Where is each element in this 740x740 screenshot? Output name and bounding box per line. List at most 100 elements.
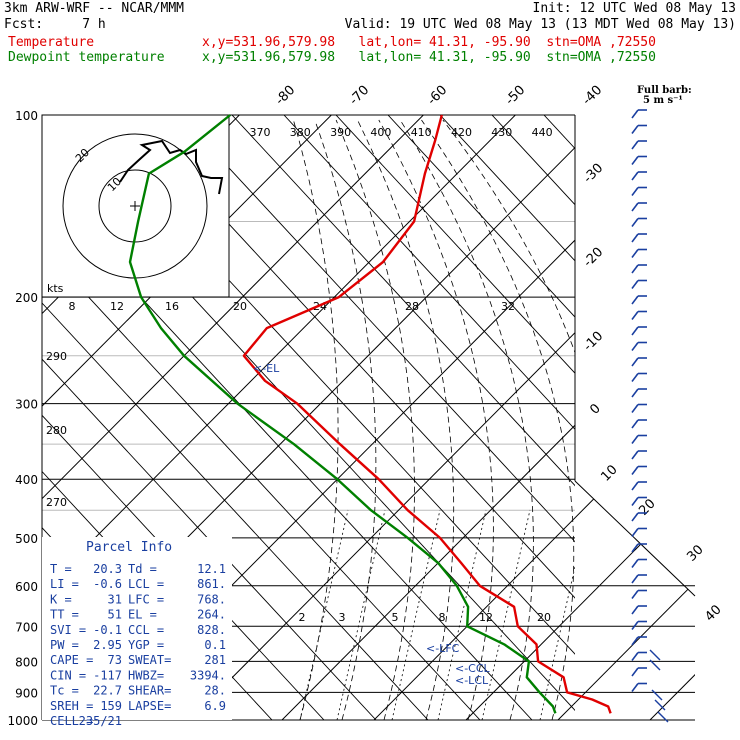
- theta-side-label: 280: [46, 424, 67, 437]
- dry-adiabat: [648, 115, 740, 720]
- parcel-info-cell: Tc =: [50, 684, 79, 698]
- mixing-ratio-labels: 2 3 5 8 12 20: [299, 611, 552, 624]
- pressure-label: 100: [15, 109, 38, 123]
- barb-legend-value: 5 m s⁻¹: [643, 95, 683, 106]
- wind-barb: [631, 636, 639, 646]
- isotherm-line: [557, 702, 575, 720]
- parcel-info-cell: 6.9: [204, 699, 226, 713]
- isotherm-label: 30: [684, 542, 706, 564]
- isotherm-label: 20: [636, 496, 658, 518]
- isotherm-label: -50: [503, 83, 529, 109]
- mixing-ratio-label: 3: [339, 611, 346, 624]
- wind-barb: [649, 659, 661, 671]
- parcel-info-cell: 2.95: [93, 638, 122, 652]
- wind-barb: [631, 326, 639, 336]
- isotherm-label: 10: [598, 462, 620, 484]
- theta-e-label: 370: [250, 126, 271, 139]
- theta-e-label: 440: [532, 126, 553, 139]
- valid-time: Valid: 19 UTC Wed 08 May 13 (13 MDT Wed …: [344, 17, 736, 32]
- isotherm-label: -80: [273, 83, 299, 109]
- moist-adiabat: [357, 119, 455, 720]
- parcel-info-cell: -117: [93, 668, 122, 682]
- parcel-info-cell: 0.1: [204, 638, 226, 652]
- wind-barb: [631, 528, 639, 537]
- parcel-info-cell: 20.3: [93, 562, 122, 576]
- pressure-label: 200: [15, 291, 38, 305]
- wind-barb: [631, 543, 639, 553]
- isotherm-line: [189, 331, 575, 720]
- temperature-label: Temperature: [8, 35, 95, 50]
- wind-barb: [631, 109, 639, 119]
- dry-adiabat: [439, 115, 575, 262]
- wind-scale-labels: 8 12 16 20 24 28 32: [69, 300, 516, 313]
- wind-scale-label: 12: [110, 300, 124, 313]
- parcel-info-cell: SREH =: [50, 699, 93, 713]
- isotherm-label: -70: [347, 83, 373, 109]
- theta-side-label: 290: [46, 350, 67, 363]
- dry-adiabat: [179, 115, 575, 543]
- wind-barb: [631, 373, 639, 382]
- wind-scale-label: 8: [69, 300, 76, 313]
- dry-adiabat: [335, 115, 575, 374]
- theta-side-labels: 290 280 270: [46, 350, 67, 509]
- wind-barb: [631, 512, 639, 522]
- wind-barb: [631, 481, 639, 491]
- wind-barb: [631, 187, 639, 196]
- dry-adiabat: [231, 115, 575, 487]
- el-marker: <-EL: [253, 362, 280, 375]
- mixing-ratio-label: 20: [537, 611, 551, 624]
- dry-adiabat: [283, 115, 575, 431]
- mixing-ratio-line: [391, 509, 441, 720]
- parcel-info-cell: CAPE =: [50, 653, 93, 667]
- parcel-info-cell: LI =: [50, 577, 79, 591]
- wind-barb: [631, 497, 639, 506]
- parcel-info-cell: 235/21: [79, 714, 122, 728]
- parcel-info-cell: 768.: [197, 592, 226, 606]
- isotherm-label: -10: [581, 329, 607, 355]
- moist-adiabat: [399, 119, 534, 720]
- parcel-info-cell: 861.: [197, 577, 226, 591]
- parcel-info-cell: EL =: [128, 608, 157, 622]
- wind-barb: [631, 652, 639, 661]
- parcel-info-cell: 281: [204, 653, 226, 667]
- wind-barb: [631, 342, 639, 351]
- wind-barb: [631, 574, 639, 584]
- mixing-ratio-line: [299, 509, 349, 720]
- isotherm-label: 0: [587, 401, 603, 417]
- isotherm-line: [42, 115, 424, 500]
- pressure-label: 400: [15, 473, 38, 487]
- isotherm-label: -40: [580, 83, 606, 109]
- wind-barb: [631, 435, 639, 444]
- lfc-marker: <-LFC: [426, 642, 460, 655]
- parcel-info-cell: 22.7: [93, 684, 122, 698]
- dry-adiabat: [700, 115, 740, 720]
- pressure-label: 1000: [7, 714, 38, 728]
- isotherm-label: -60: [425, 83, 451, 109]
- pressure-labels: 100 200 300 400 500 600 700 800 900 1000: [7, 109, 38, 728]
- moist-adiabat: [378, 119, 494, 720]
- mixing-ratio-label: 5: [392, 611, 399, 624]
- parcel-info-cell: 73: [108, 653, 122, 667]
- wind-barb: [631, 295, 639, 305]
- isotherm-label: 40: [702, 602, 724, 624]
- wind-barb: [631, 218, 639, 227]
- sounding-profiles: [128, 114, 612, 714]
- wind-barb: [631, 125, 639, 134]
- isotherm-line: [42, 115, 332, 407]
- forecast-hour: Fcst: 7 h: [4, 17, 106, 32]
- wind-barb: [631, 450, 639, 460]
- parcel-info-cell: 51: [108, 608, 122, 622]
- isotherm-line: [575, 481, 695, 720]
- dry-adiabat: [543, 115, 575, 150]
- parcel-info-cell: 264.: [197, 608, 226, 622]
- mixing-ratio-line: [481, 509, 531, 720]
- pressure-label: 500: [15, 532, 38, 546]
- wind-barb: [631, 280, 639, 289]
- ccl-marker: <-CCL: [455, 662, 491, 675]
- dewpoint-label: Dewpoint temperature: [8, 50, 165, 65]
- isotherm-line: [575, 481, 695, 720]
- parcel-info-cell: SVI =: [50, 623, 86, 637]
- dry-adiabat: [491, 115, 575, 206]
- lower-right-edge: [574, 480, 696, 597]
- hodograph-unit: kts: [47, 282, 64, 295]
